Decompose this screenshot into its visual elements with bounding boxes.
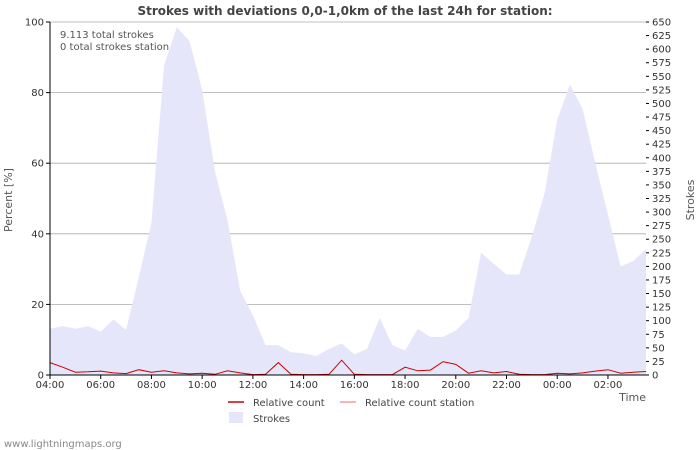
x-tick-label: 04:00 [36, 380, 65, 391]
right-tick-label: 225 [652, 248, 671, 259]
right-axis-ticks: 0 25 50 75 100 125 150 175 200 225 250 275 300 325 350… [646, 18, 671, 382]
legend-relative-count-label: Relative count [253, 398, 325, 409]
right-tick-label: 650 [652, 18, 671, 29]
right-tick-label: 150 [652, 289, 671, 300]
right-tick-label: 425 [652, 140, 671, 151]
x-axis-label: Time [618, 391, 646, 404]
legend-strokes-swatch [229, 412, 243, 423]
right-tick-label: 300 [652, 208, 671, 219]
legend: Relative count Relative count station St… [228, 398, 474, 425]
right-tick-label: 100 [652, 316, 671, 327]
x-tick-label: 14:00 [289, 380, 318, 391]
left-tick-label: 40 [31, 229, 44, 240]
total-strokes-station-text: 0 total strokes station [60, 42, 169, 53]
right-tick-label: 175 [652, 275, 671, 286]
right-tick-label: 125 [652, 303, 671, 314]
strokes-area-layer [50, 27, 646, 376]
right-tick-label: 275 [652, 221, 671, 232]
right-tick-label: 475 [652, 113, 671, 124]
right-tick-label: 75 [652, 330, 665, 341]
right-tick-label: 400 [652, 153, 671, 164]
left-tick-label: 60 [31, 159, 44, 170]
x-tick-label: 02:00 [594, 380, 623, 391]
right-tick-label: 325 [652, 194, 671, 205]
x-tick-label: 00:00 [543, 380, 572, 391]
right-tick-label: 25 [652, 357, 665, 368]
right-tick-label: 550 [652, 72, 671, 83]
strokes-area [50, 27, 646, 376]
y-axis-left-label: Percent [%] [2, 168, 15, 232]
x-tick-label: 18:00 [391, 380, 420, 391]
right-tick-label: 525 [652, 85, 671, 96]
x-tick-label: 16:00 [340, 380, 369, 391]
right-tick-label: 575 [652, 58, 671, 69]
right-tick-label: 450 [652, 126, 671, 137]
axes [49, 22, 646, 376]
site-credit: www.lightningmaps.org [4, 439, 122, 450]
right-tick-label: 350 [652, 180, 671, 191]
x-tick-label: 08:00 [137, 380, 166, 391]
total-strokes-text: 9.113 total strokes [60, 30, 154, 41]
x-tick-label: 10:00 [188, 380, 217, 391]
relative-count-line [49, 359, 647, 376]
y-axis-right-label: Strokes [684, 179, 697, 220]
left-tick-label: 100 [25, 18, 44, 29]
x-tick-label: 06:00 [86, 380, 115, 391]
right-tick-label: 500 [652, 99, 671, 110]
x-tick-label: 22:00 [492, 380, 521, 391]
left-axis-ticks: 0 20 40 60 80 100 [25, 18, 50, 382]
left-tick-label: 20 [31, 300, 44, 311]
right-tick-label: 200 [652, 262, 671, 273]
x-tick-label: 20:00 [441, 380, 470, 391]
left-tick-label: 80 [31, 88, 44, 99]
right-tick-label: 50 [652, 343, 665, 354]
legend-relative-count-station-label: Relative count station [365, 398, 474, 409]
left-tick-label: 0 [38, 371, 44, 382]
right-tick-label: 375 [652, 167, 671, 178]
x-tick-label: 12:00 [238, 380, 267, 391]
right-tick-label: 250 [652, 235, 671, 246]
chart-title: Strokes with deviations 0,0-1,0km of the… [137, 4, 552, 18]
right-tick-label: 600 [652, 45, 671, 56]
right-tick-label: 0 [652, 371, 658, 382]
legend-strokes-label: Strokes [253, 414, 290, 425]
x-axis-ticks: 04:00 06:00 08:00 10:00 12:00 14:00 16:00 18:00… [36, 375, 623, 391]
right-tick-label: 625 [652, 31, 671, 42]
